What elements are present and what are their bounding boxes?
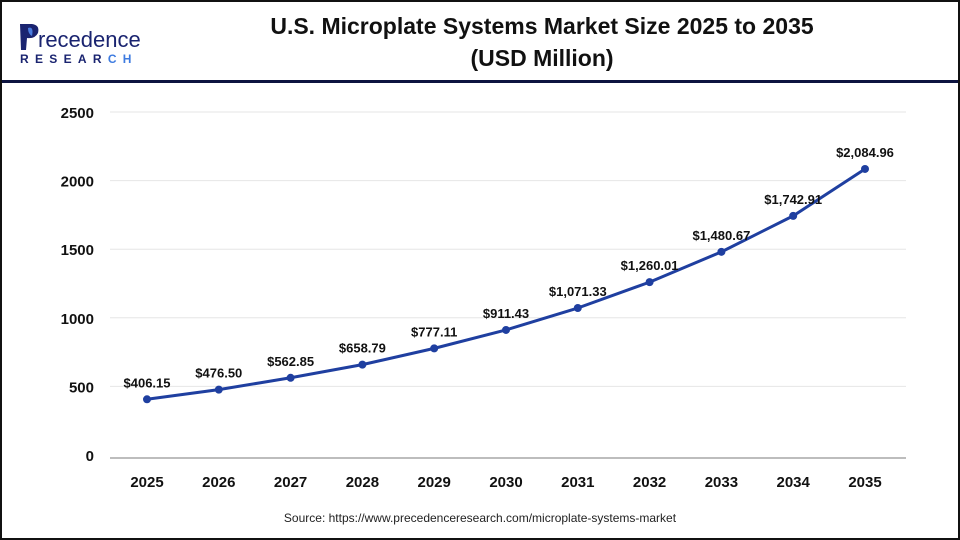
x-tick-label: 2031 [561, 474, 594, 491]
data-label: $1,071.33 [549, 284, 607, 299]
x-tick-label: 2026 [202, 474, 235, 491]
data-point [573, 304, 582, 313]
data-point [861, 164, 869, 173]
data-label: $562.85 [267, 354, 314, 369]
data-label: $2,084.96 [836, 145, 894, 160]
x-tick-label: 2025 [130, 474, 163, 491]
series-line [146, 167, 866, 401]
data-point [143, 395, 151, 404]
data-label: $1,742.91 [764, 192, 822, 207]
data-point [717, 247, 726, 256]
chart-title: U.S. Microplate Systems Market Size 2025… [232, 10, 852, 74]
header: recedence RESEARCH U.S. Microplate Syste… [2, 2, 958, 83]
svg-text:RESEARCH: RESEARCH [20, 52, 138, 66]
x-tick-label: 2028 [346, 474, 379, 491]
y-tick-label: 500 [69, 379, 94, 396]
data-label: $406.15 [124, 375, 171, 390]
x-tick-label: 2034 [777, 474, 811, 491]
y-tick-label: 0 [86, 448, 94, 465]
data-point [645, 278, 654, 287]
y-tick-label: 1500 [61, 242, 94, 259]
x-tick-label: 2027 [274, 474, 307, 491]
data-point [430, 344, 439, 353]
data-label: $1,260.01 [621, 258, 679, 273]
x-tick-label: 2035 [848, 474, 881, 491]
x-tick-label: 2029 [418, 474, 451, 491]
data-point [789, 211, 798, 220]
source-note: Source: https://www.precedenceresearch.c… [283, 511, 677, 525]
title-line-1: U.S. Microplate Systems Market Size 2025… [270, 13, 814, 39]
precedence-research-logo: recedence RESEARCH [20, 24, 141, 66]
x-tick-label: 2030 [489, 474, 522, 491]
title-line-2: (USD Million) [470, 45, 614, 71]
data-label: $476.50 [195, 366, 242, 381]
data-label: $777.11 [411, 324, 457, 339]
svg-text:recedence: recedence [38, 27, 141, 52]
y-tick-label: 2000 [61, 174, 94, 191]
data-label: $911.43 [483, 306, 529, 321]
data-point [502, 325, 510, 334]
data-point [214, 385, 223, 394]
y-tick-label: 1000 [61, 311, 94, 328]
data-label: $1,480.67 [692, 228, 750, 243]
data-point [286, 373, 295, 382]
data-label: $658.79 [339, 341, 386, 356]
x-tick-label: 2032 [633, 474, 666, 491]
x-tick-label: 2033 [705, 474, 738, 491]
y-tick-label: 2500 [61, 105, 94, 122]
data-point [358, 360, 367, 369]
